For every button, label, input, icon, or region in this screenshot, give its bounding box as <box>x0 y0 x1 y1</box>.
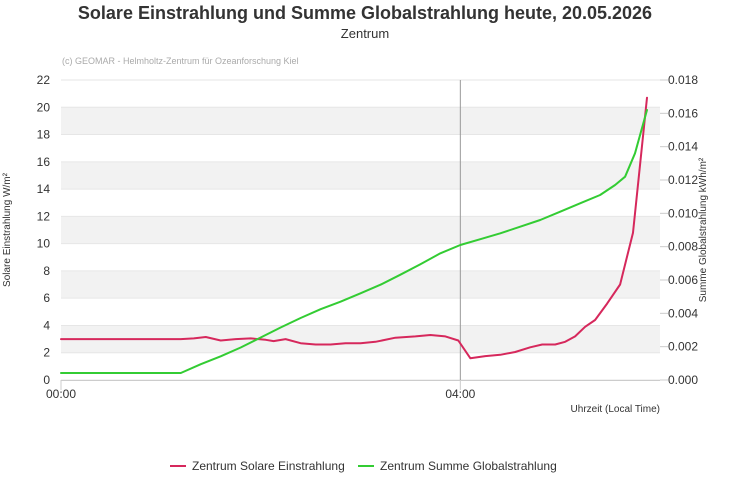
chart-subtitle: Zentrum <box>341 26 389 41</box>
y-left-tick-label: 18 <box>37 128 51 142</box>
y-left-tick-label: 2 <box>43 346 50 360</box>
y-left-tick-label: 8 <box>43 264 50 278</box>
plot-band <box>61 216 660 244</box>
y-left-tick-label: 20 <box>37 100 51 114</box>
series-line-summe[interactable] <box>60 109 648 374</box>
legend-label-einstrahlung: Zentrum Solare Einstrahlung <box>192 459 345 473</box>
y-left-tick-label: 10 <box>37 237 51 251</box>
y-right-tick-label: 0.008 <box>668 240 698 254</box>
plot-band <box>61 161 660 190</box>
legend-item-summe[interactable]: Zentrum Summe Globalstrahlung <box>358 459 557 473</box>
x-tick-label: 00:00 <box>46 387 76 401</box>
chart-credit: (c) GEOMAR - Helmholtz-Zentrum für Ozean… <box>62 56 299 66</box>
y-right-tick-label: 0.010 <box>668 206 698 220</box>
series-line-einstrahlung[interactable] <box>60 96 648 360</box>
y-axis-left-title: Solare Einstrahlung W/m² <box>2 172 13 287</box>
y-right-tick-label: 0.012 <box>668 173 698 187</box>
y-axis-right-title: Summe Globalstrahlung kWh/m² <box>698 157 709 302</box>
legend: Zentrum Solare Einstrahlung Zentrum Summ… <box>170 459 557 473</box>
y-right-tick-label: 0.000 <box>668 373 698 387</box>
chart-title: Solare Einstrahlung und Summe Globalstra… <box>78 3 652 23</box>
x-axis-title: Uhrzeit (Local Time) <box>571 404 660 415</box>
legend-label-summe: Zentrum Summe Globalstrahlung <box>380 459 557 473</box>
plot-bands <box>61 107 660 353</box>
y-left-tick-label: 0 <box>43 373 50 387</box>
plot-band <box>61 107 660 135</box>
legend-item-einstrahlung[interactable]: Zentrum Solare Einstrahlung <box>170 459 345 473</box>
y-right-tick-label: 0.016 <box>668 106 698 120</box>
gridlines <box>61 79 660 381</box>
y-right-tick-label: 0.002 <box>668 340 698 354</box>
x-tick-label: 04:00 <box>445 387 475 401</box>
y-left-tick-label: 6 <box>43 291 50 305</box>
y-right-tick-label: 0.018 <box>668 73 698 87</box>
y-left-tick-label: 12 <box>37 209 51 223</box>
y-right-tick-label: 0.006 <box>668 273 698 287</box>
axes: 0 2 4 6 8 10 12 14 16 18 20 22 0.000 0.002 0.004 0.006 0… <box>37 73 699 401</box>
y-left-tick-label: 4 <box>43 318 50 332</box>
y-right-tick-label: 0.004 <box>668 306 698 320</box>
y-left-tick-label: 16 <box>37 155 51 169</box>
y-right-tick-label: 0.014 <box>668 140 698 154</box>
series-layer <box>60 96 648 374</box>
y-left-tick-label: 22 <box>37 73 51 87</box>
y-left-tick-label: 14 <box>37 182 51 196</box>
